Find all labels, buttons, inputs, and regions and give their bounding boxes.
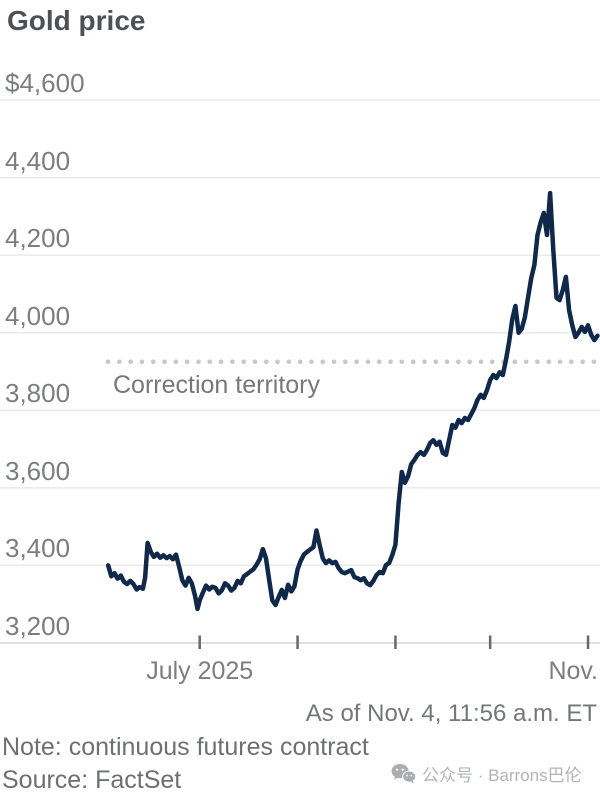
wechat-icon	[391, 763, 416, 784]
y-axis-label-4600: $4,600	[5, 68, 85, 98]
y-axis-label-3200: 3,200	[5, 611, 71, 641]
watermark-text: 公众号 · Barrons巴伦	[422, 766, 582, 785]
y-axis-label-3600: 3,600	[5, 455, 71, 486]
x-axis-label-july-2025: July 2025	[146, 657, 254, 685]
y-axis-label-3800: 3,800	[5, 378, 71, 409]
footnote-source: Source: FactSet	[2, 766, 182, 794]
y-axis-label-4000: 4,000	[5, 300, 71, 331]
as-of-timestamp: As of Nov. 4, 11:56 a.m. ET	[305, 700, 597, 727]
watermark: 公众号 · Barrons巴伦	[391, 761, 582, 786]
footnote-note: Note: continuous futures contract	[2, 733, 369, 761]
correction-territory-label: Correction territory	[113, 371, 320, 399]
y-axis-label-4400: 4,400	[5, 145, 71, 176]
y-axis-label-4200: 4,200	[5, 223, 71, 254]
chart-title: Gold price	[7, 5, 146, 36]
x-axis-label-nov-: Nov.	[548, 657, 598, 685]
gold-price-series-line	[105, 190, 600, 612]
y-axis-label-3400: 3,400	[5, 533, 71, 564]
